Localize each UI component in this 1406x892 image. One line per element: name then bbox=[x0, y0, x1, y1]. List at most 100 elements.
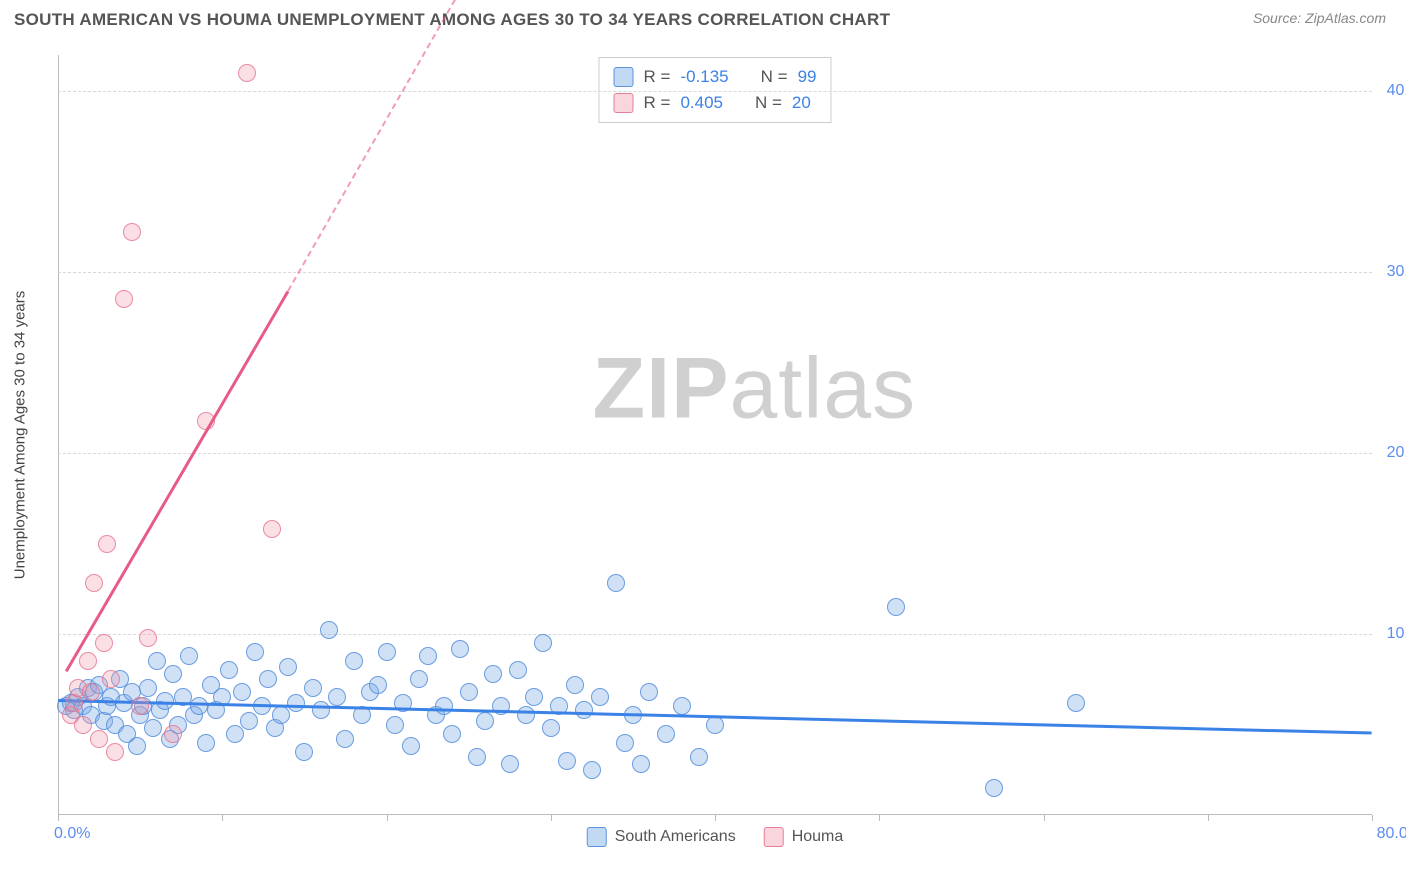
data-point bbox=[312, 701, 330, 719]
x-tick-mark bbox=[1372, 815, 1373, 821]
scatter-plot: ZIPatlas R = -0.135 N = 99 R = 0.405 N =… bbox=[58, 55, 1372, 815]
data-point bbox=[517, 706, 535, 724]
data-point bbox=[632, 755, 650, 773]
trend-line-extrapolated bbox=[287, 0, 486, 292]
data-point bbox=[501, 755, 519, 773]
data-point bbox=[591, 688, 609, 706]
n-label: N = bbox=[755, 93, 782, 113]
data-point bbox=[378, 643, 396, 661]
n-value-pink: 20 bbox=[792, 93, 811, 113]
legend-row-blue: R = -0.135 N = 99 bbox=[614, 64, 817, 90]
data-point bbox=[102, 670, 120, 688]
series-legend: South Americans Houma bbox=[587, 827, 844, 847]
data-point bbox=[82, 683, 100, 701]
r-value-blue: -0.135 bbox=[680, 67, 728, 87]
data-point bbox=[410, 670, 428, 688]
x-tick-mark bbox=[715, 815, 716, 821]
data-point bbox=[386, 716, 404, 734]
data-point bbox=[246, 643, 264, 661]
x-tick-mark bbox=[551, 815, 552, 821]
gridline bbox=[58, 272, 1372, 273]
data-point bbox=[190, 697, 208, 715]
watermark-light: atlas bbox=[729, 341, 916, 437]
data-point bbox=[304, 679, 322, 697]
data-point bbox=[525, 688, 543, 706]
data-point bbox=[706, 716, 724, 734]
data-point bbox=[106, 743, 124, 761]
data-point bbox=[279, 658, 297, 676]
data-point bbox=[263, 520, 281, 538]
data-point bbox=[74, 716, 92, 734]
chart-area: Unemployment Among Ages 30 to 34 years Z… bbox=[50, 55, 1380, 815]
data-point bbox=[640, 683, 658, 701]
gridline bbox=[58, 91, 1372, 92]
data-point bbox=[484, 665, 502, 683]
data-point bbox=[476, 712, 494, 730]
data-point bbox=[985, 779, 1003, 797]
data-point bbox=[690, 748, 708, 766]
data-point bbox=[287, 694, 305, 712]
data-point bbox=[259, 670, 277, 688]
data-point bbox=[336, 730, 354, 748]
watermark-bold: ZIP bbox=[593, 341, 730, 437]
data-point bbox=[90, 730, 108, 748]
data-point bbox=[85, 574, 103, 592]
chart-title: SOUTH AMERICAN VS HOUMA UNEMPLOYMENT AMO… bbox=[14, 10, 890, 30]
data-point bbox=[451, 640, 469, 658]
data-point bbox=[164, 725, 182, 743]
data-point bbox=[123, 223, 141, 241]
data-point bbox=[95, 634, 113, 652]
data-point bbox=[575, 701, 593, 719]
data-point bbox=[238, 64, 256, 82]
y-tick-label: 10.0% bbox=[1377, 625, 1406, 643]
x-tick-mark bbox=[58, 815, 59, 821]
data-point bbox=[197, 734, 215, 752]
data-point bbox=[534, 634, 552, 652]
swatch-pink-icon bbox=[764, 827, 784, 847]
watermark: ZIPatlas bbox=[593, 340, 916, 439]
data-point bbox=[402, 737, 420, 755]
data-point bbox=[115, 290, 133, 308]
data-point bbox=[435, 697, 453, 715]
data-point bbox=[164, 665, 182, 683]
data-point bbox=[673, 697, 691, 715]
data-point bbox=[144, 719, 162, 737]
source-attribution: Source: ZipAtlas.com bbox=[1253, 10, 1386, 26]
data-point bbox=[509, 661, 527, 679]
data-point bbox=[98, 535, 116, 553]
n-value-blue: 99 bbox=[798, 67, 817, 87]
legend-label: South Americans bbox=[615, 828, 736, 846]
data-point bbox=[345, 652, 363, 670]
data-point bbox=[272, 706, 290, 724]
data-point bbox=[128, 737, 146, 755]
data-point bbox=[419, 647, 437, 665]
gridline bbox=[58, 453, 1372, 454]
gridline bbox=[58, 634, 1372, 635]
legend-label: Houma bbox=[792, 828, 844, 846]
data-point bbox=[139, 629, 157, 647]
r-value-pink: 0.405 bbox=[680, 93, 723, 113]
data-point bbox=[328, 688, 346, 706]
data-point bbox=[558, 752, 576, 770]
r-label: R = bbox=[644, 93, 671, 113]
data-point bbox=[492, 697, 510, 715]
y-tick-label: 30.0% bbox=[1377, 263, 1406, 281]
data-point bbox=[657, 725, 675, 743]
x-tick-mark bbox=[1044, 815, 1045, 821]
x-tick-label: 0.0% bbox=[54, 825, 90, 843]
data-point bbox=[180, 647, 198, 665]
legend-item-south-americans: South Americans bbox=[587, 827, 736, 847]
data-point bbox=[566, 676, 584, 694]
n-label: N = bbox=[761, 67, 788, 87]
data-point bbox=[233, 683, 251, 701]
x-tick-mark bbox=[387, 815, 388, 821]
y-tick-label: 20.0% bbox=[1377, 444, 1406, 462]
data-point bbox=[607, 574, 625, 592]
data-point bbox=[240, 712, 258, 730]
data-point bbox=[369, 676, 387, 694]
trend-line bbox=[65, 291, 289, 672]
swatch-blue-icon bbox=[614, 67, 634, 87]
data-point bbox=[542, 719, 560, 737]
data-point bbox=[616, 734, 634, 752]
data-point bbox=[468, 748, 486, 766]
